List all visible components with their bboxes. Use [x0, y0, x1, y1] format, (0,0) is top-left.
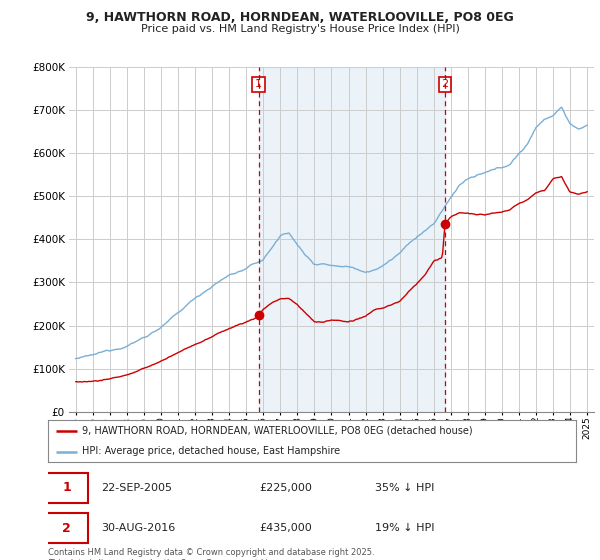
- Text: £225,000: £225,000: [259, 483, 312, 493]
- Bar: [259, 67, 445, 412]
- Text: 30-AUG-2016: 30-AUG-2016: [101, 523, 175, 533]
- Text: 1: 1: [255, 80, 262, 90]
- FancyBboxPatch shape: [46, 513, 88, 543]
- Text: HPI: Average price, detached house, East Hampshire: HPI: Average price, detached house, East…: [82, 446, 340, 456]
- Text: Contains HM Land Registry data © Crown copyright and database right 2025.
This d: Contains HM Land Registry data © Crown c…: [48, 548, 374, 560]
- Text: 2: 2: [62, 521, 71, 535]
- Text: £435,000: £435,000: [259, 523, 312, 533]
- Text: 2: 2: [442, 80, 449, 90]
- Text: 9, HAWTHORN ROAD, HORNDEAN, WATERLOOVILLE, PO8 0EG (detached house): 9, HAWTHORN ROAD, HORNDEAN, WATERLOOVILL…: [82, 426, 473, 436]
- Text: 9, HAWTHORN ROAD, HORNDEAN, WATERLOOVILLE, PO8 0EG: 9, HAWTHORN ROAD, HORNDEAN, WATERLOOVILL…: [86, 11, 514, 24]
- Text: 19% ↓ HPI: 19% ↓ HPI: [376, 523, 435, 533]
- Text: 1: 1: [62, 481, 71, 494]
- Text: 22-SEP-2005: 22-SEP-2005: [101, 483, 172, 493]
- Text: 35% ↓ HPI: 35% ↓ HPI: [376, 483, 435, 493]
- FancyBboxPatch shape: [46, 473, 88, 503]
- Text: Price paid vs. HM Land Registry's House Price Index (HPI): Price paid vs. HM Land Registry's House …: [140, 24, 460, 34]
